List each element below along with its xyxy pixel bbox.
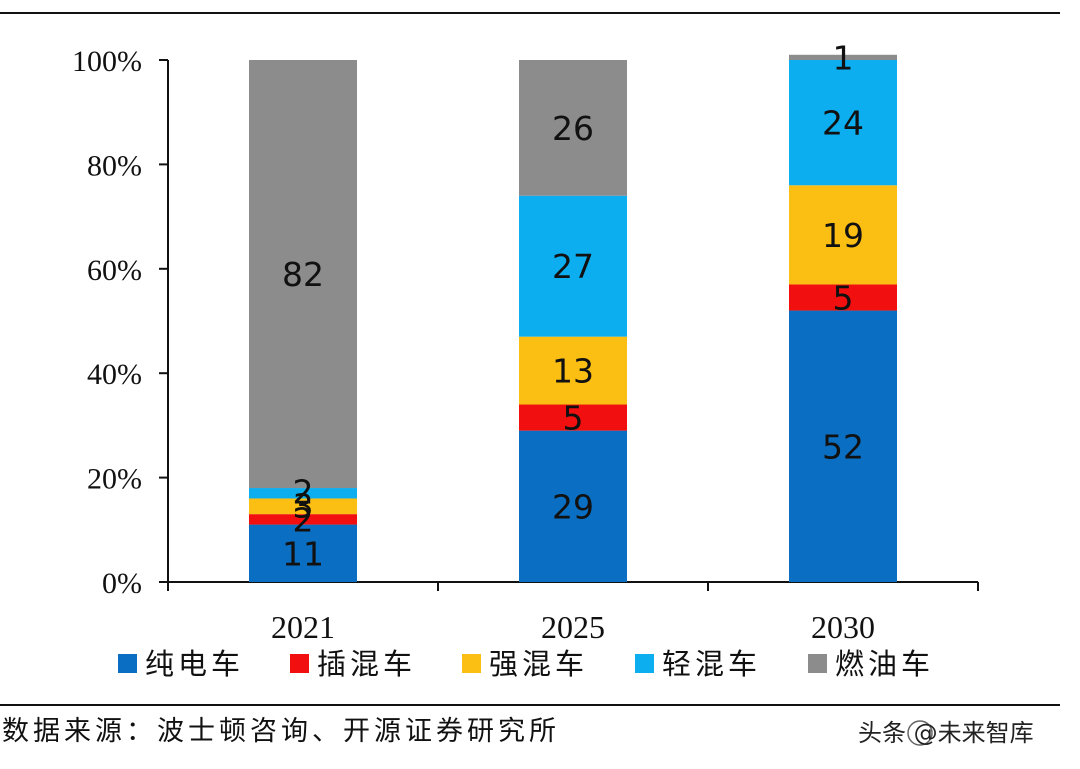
y-tick-label: 60% [87, 254, 142, 287]
bar-segment [789, 310, 897, 582]
bar-segment [249, 488, 357, 499]
data-label: 2 [293, 500, 314, 539]
plot-area: 0%20%40%60%80%100%1123282202129513272620… [72, 38, 979, 645]
bar-segment [249, 524, 357, 582]
legend-label: 轻混车 [662, 647, 761, 681]
data-label: 5 [833, 279, 854, 318]
y-tick-label: 80% [87, 149, 142, 182]
bar-segment [789, 185, 897, 285]
data-label: 11 [282, 534, 324, 573]
data-label: 19 [822, 216, 864, 255]
data-label: 3 [293, 486, 314, 525]
watermark-text: 头条 @未来智库 [858, 719, 1034, 747]
x-tick-label: 2025 [541, 609, 605, 645]
bar-segment [249, 514, 357, 525]
bar-segment [519, 404, 627, 431]
data-label: 26 [552, 109, 594, 148]
legend-label: 强混车 [489, 647, 588, 681]
data-label: 13 [552, 352, 594, 391]
x-tick-label: 2021 [271, 609, 335, 645]
bar-segment [789, 284, 897, 311]
data-label: 52 [822, 427, 864, 466]
legend-swatch [635, 654, 654, 673]
bar-segment [249, 498, 357, 515]
legend: 纯电车 插混车 强混车 轻混车 燃油车 [118, 647, 934, 681]
bar-segment [519, 430, 627, 582]
y-tick-label: 20% [87, 463, 142, 496]
data-label: 2 [293, 472, 314, 511]
y-tick-label: 0% [102, 567, 142, 600]
legend-swatch [118, 654, 137, 673]
source-note: 数据来源：波士顿咨询、开源证券研究所 [2, 716, 560, 747]
legend-swatch [462, 654, 481, 673]
bar-segment [519, 336, 627, 405]
y-tick-label: 40% [87, 358, 142, 391]
watermark-icon [907, 720, 933, 746]
bar-segment [789, 60, 897, 186]
data-label: 27 [552, 247, 594, 286]
y-tick-label: 100% [72, 45, 142, 78]
data-label: 5 [563, 399, 584, 438]
data-label: 29 [552, 487, 594, 526]
bar-segment [249, 60, 357, 489]
x-tick-label: 2030 [811, 609, 875, 645]
watermark: 头条 @未来智库 [858, 719, 1034, 747]
data-label: 1 [833, 38, 854, 77]
bar-segment [519, 60, 627, 196]
data-label: 24 [822, 104, 864, 143]
legend-label: 燃油车 [835, 647, 934, 681]
legend-label: 纯电车 [145, 647, 244, 681]
bar-segment [789, 54, 897, 60]
legend-swatch [808, 654, 827, 673]
legend-swatch [290, 654, 309, 673]
data-label: 82 [282, 255, 324, 294]
legend-label: 插混车 [317, 647, 416, 681]
bar-segment [519, 195, 627, 337]
